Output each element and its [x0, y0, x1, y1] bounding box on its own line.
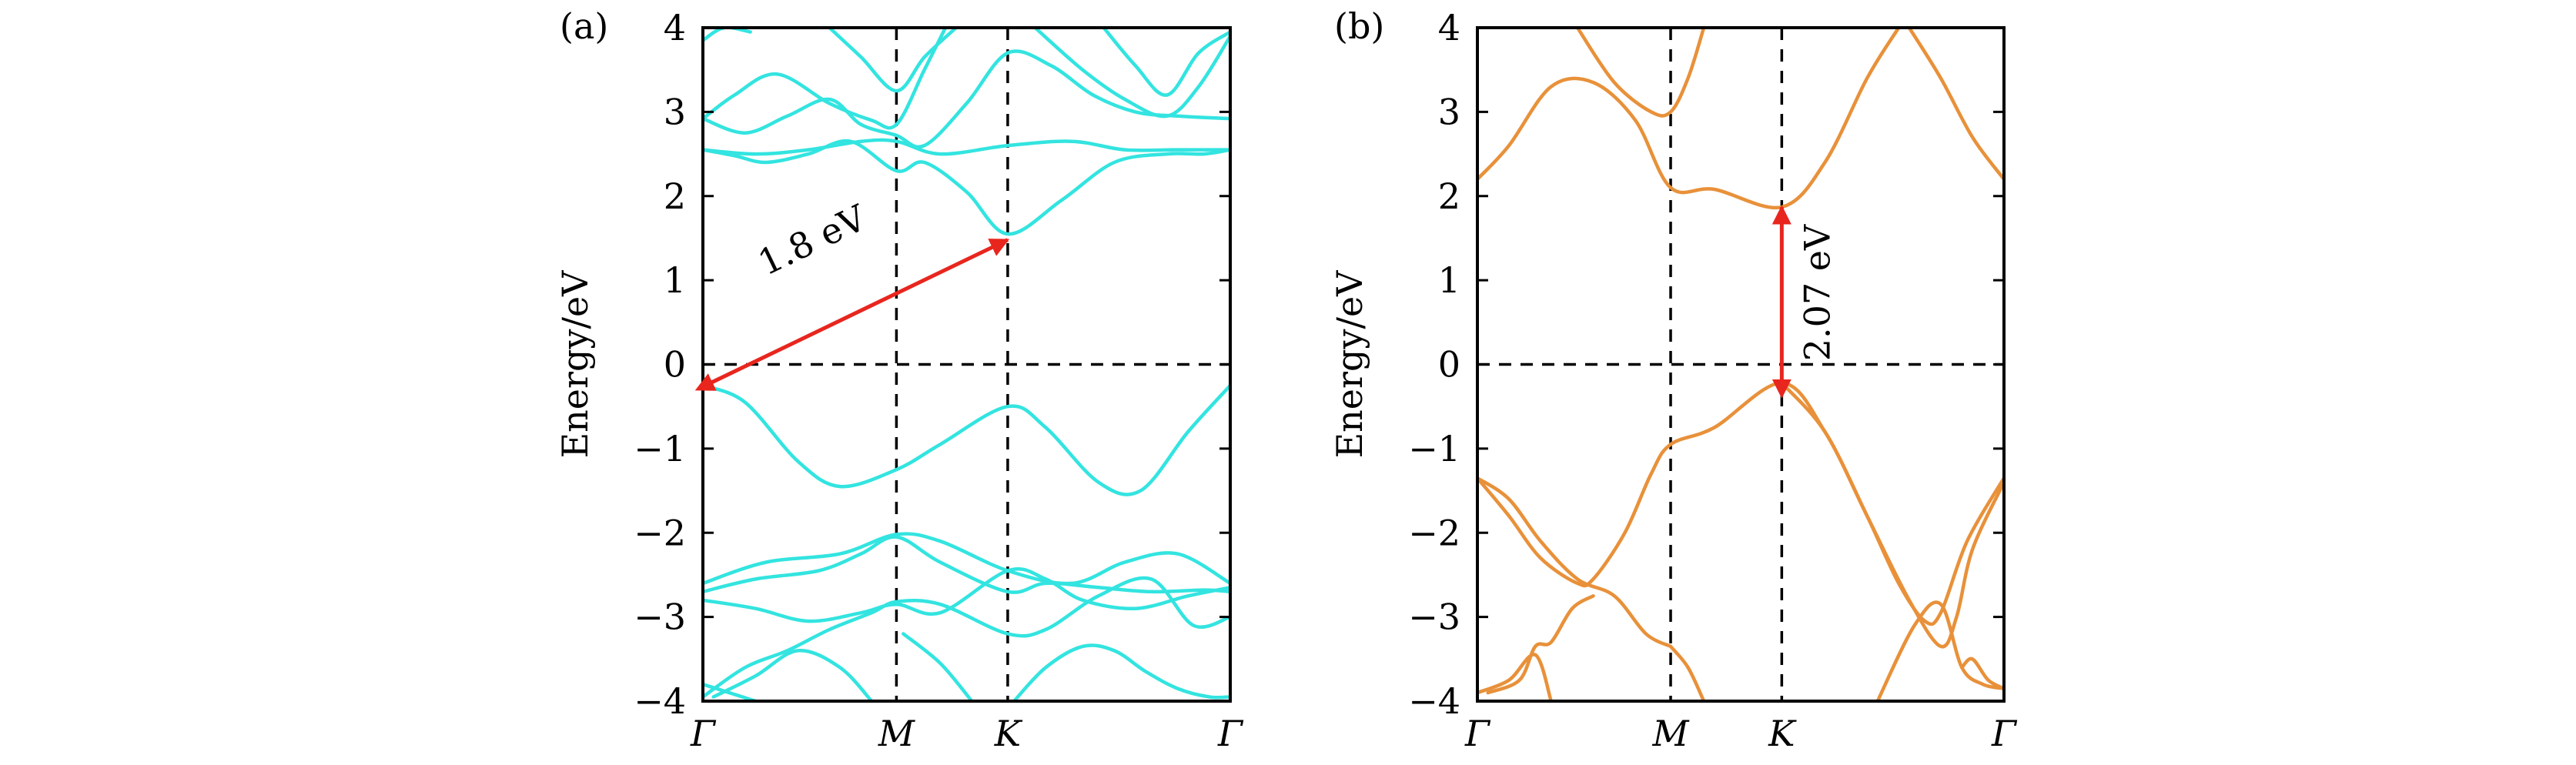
band-lines [703, 28, 1230, 701]
band-line [703, 383, 1230, 496]
band-line [703, 139, 1230, 236]
band-line [828, 28, 958, 93]
band-line [703, 535, 1230, 594]
y-tick-label: 0 [664, 344, 686, 386]
y-tick-label: 2 [1438, 175, 1460, 217]
x-tick-label: K [1768, 713, 1797, 754]
x-tick-label: Γ [1991, 713, 2018, 754]
band-line [902, 632, 974, 701]
y-tick-label: −3 [1408, 596, 1460, 638]
y-axis-label: Energy/eV [554, 270, 596, 459]
y-tick-label: −1 [1408, 428, 1460, 469]
band-line [703, 566, 1230, 623]
x-tick-label: Γ [1217, 713, 1244, 754]
band-line [1033, 28, 1230, 119]
y-tick-label: −4 [1408, 680, 1460, 722]
band-lines [1477, 28, 2004, 701]
band-line [1477, 476, 1673, 649]
y-tick-label: 3 [1438, 91, 1460, 132]
y-axis-label: Energy/eV [1329, 270, 1370, 459]
y-tick-label: 3 [664, 91, 686, 132]
band-line [1486, 594, 1595, 695]
x-tick-label: Γ [690, 713, 717, 754]
y-tick-label: −4 [634, 680, 686, 722]
band-line [703, 138, 1230, 156]
band-gap-arrow [694, 238, 1010, 391]
band-line [1907, 28, 2004, 182]
band-line [1780, 381, 2004, 649]
y-tick-label: −2 [1408, 512, 1460, 553]
y-tick-label: 0 [1438, 344, 1460, 386]
band-line [1668, 644, 1706, 701]
x-tick-label: Γ [1464, 713, 1491, 754]
y-tick-label: −1 [634, 428, 686, 469]
band-line [1477, 381, 2004, 626]
x-tick-label: K [994, 713, 1023, 754]
band-line [1477, 653, 1554, 701]
band-line [711, 649, 874, 701]
y-tick-label: 4 [664, 7, 686, 48]
panel-label: (a) [560, 5, 608, 47]
x-tick-label: M [1651, 713, 1690, 754]
y-tick-label: −3 [634, 596, 686, 638]
band-gap-label: 2.07 eV [1796, 224, 1838, 361]
band-line [703, 682, 758, 701]
y-tick-label: 4 [1438, 7, 1460, 48]
band-line [703, 28, 948, 130]
band-line [1012, 643, 1230, 701]
band-gap-label: 1.8 eV [751, 196, 873, 283]
band-line [703, 28, 752, 42]
panel-label: (b) [1334, 5, 1384, 47]
band-line [703, 576, 1230, 699]
band-line [1477, 28, 1901, 210]
band-line [1875, 600, 2004, 701]
y-tick-label: 1 [1438, 259, 1460, 301]
band-line [703, 49, 1230, 149]
band-line [703, 532, 1230, 586]
band-line [1102, 28, 1230, 97]
y-tick-label: −2 [634, 512, 686, 553]
y-tick-label: 1 [664, 259, 686, 301]
y-tick-label: 2 [664, 175, 686, 217]
band-line [1575, 28, 1706, 118]
x-tick-label: M [878, 713, 916, 754]
band-line [1960, 656, 2004, 690]
